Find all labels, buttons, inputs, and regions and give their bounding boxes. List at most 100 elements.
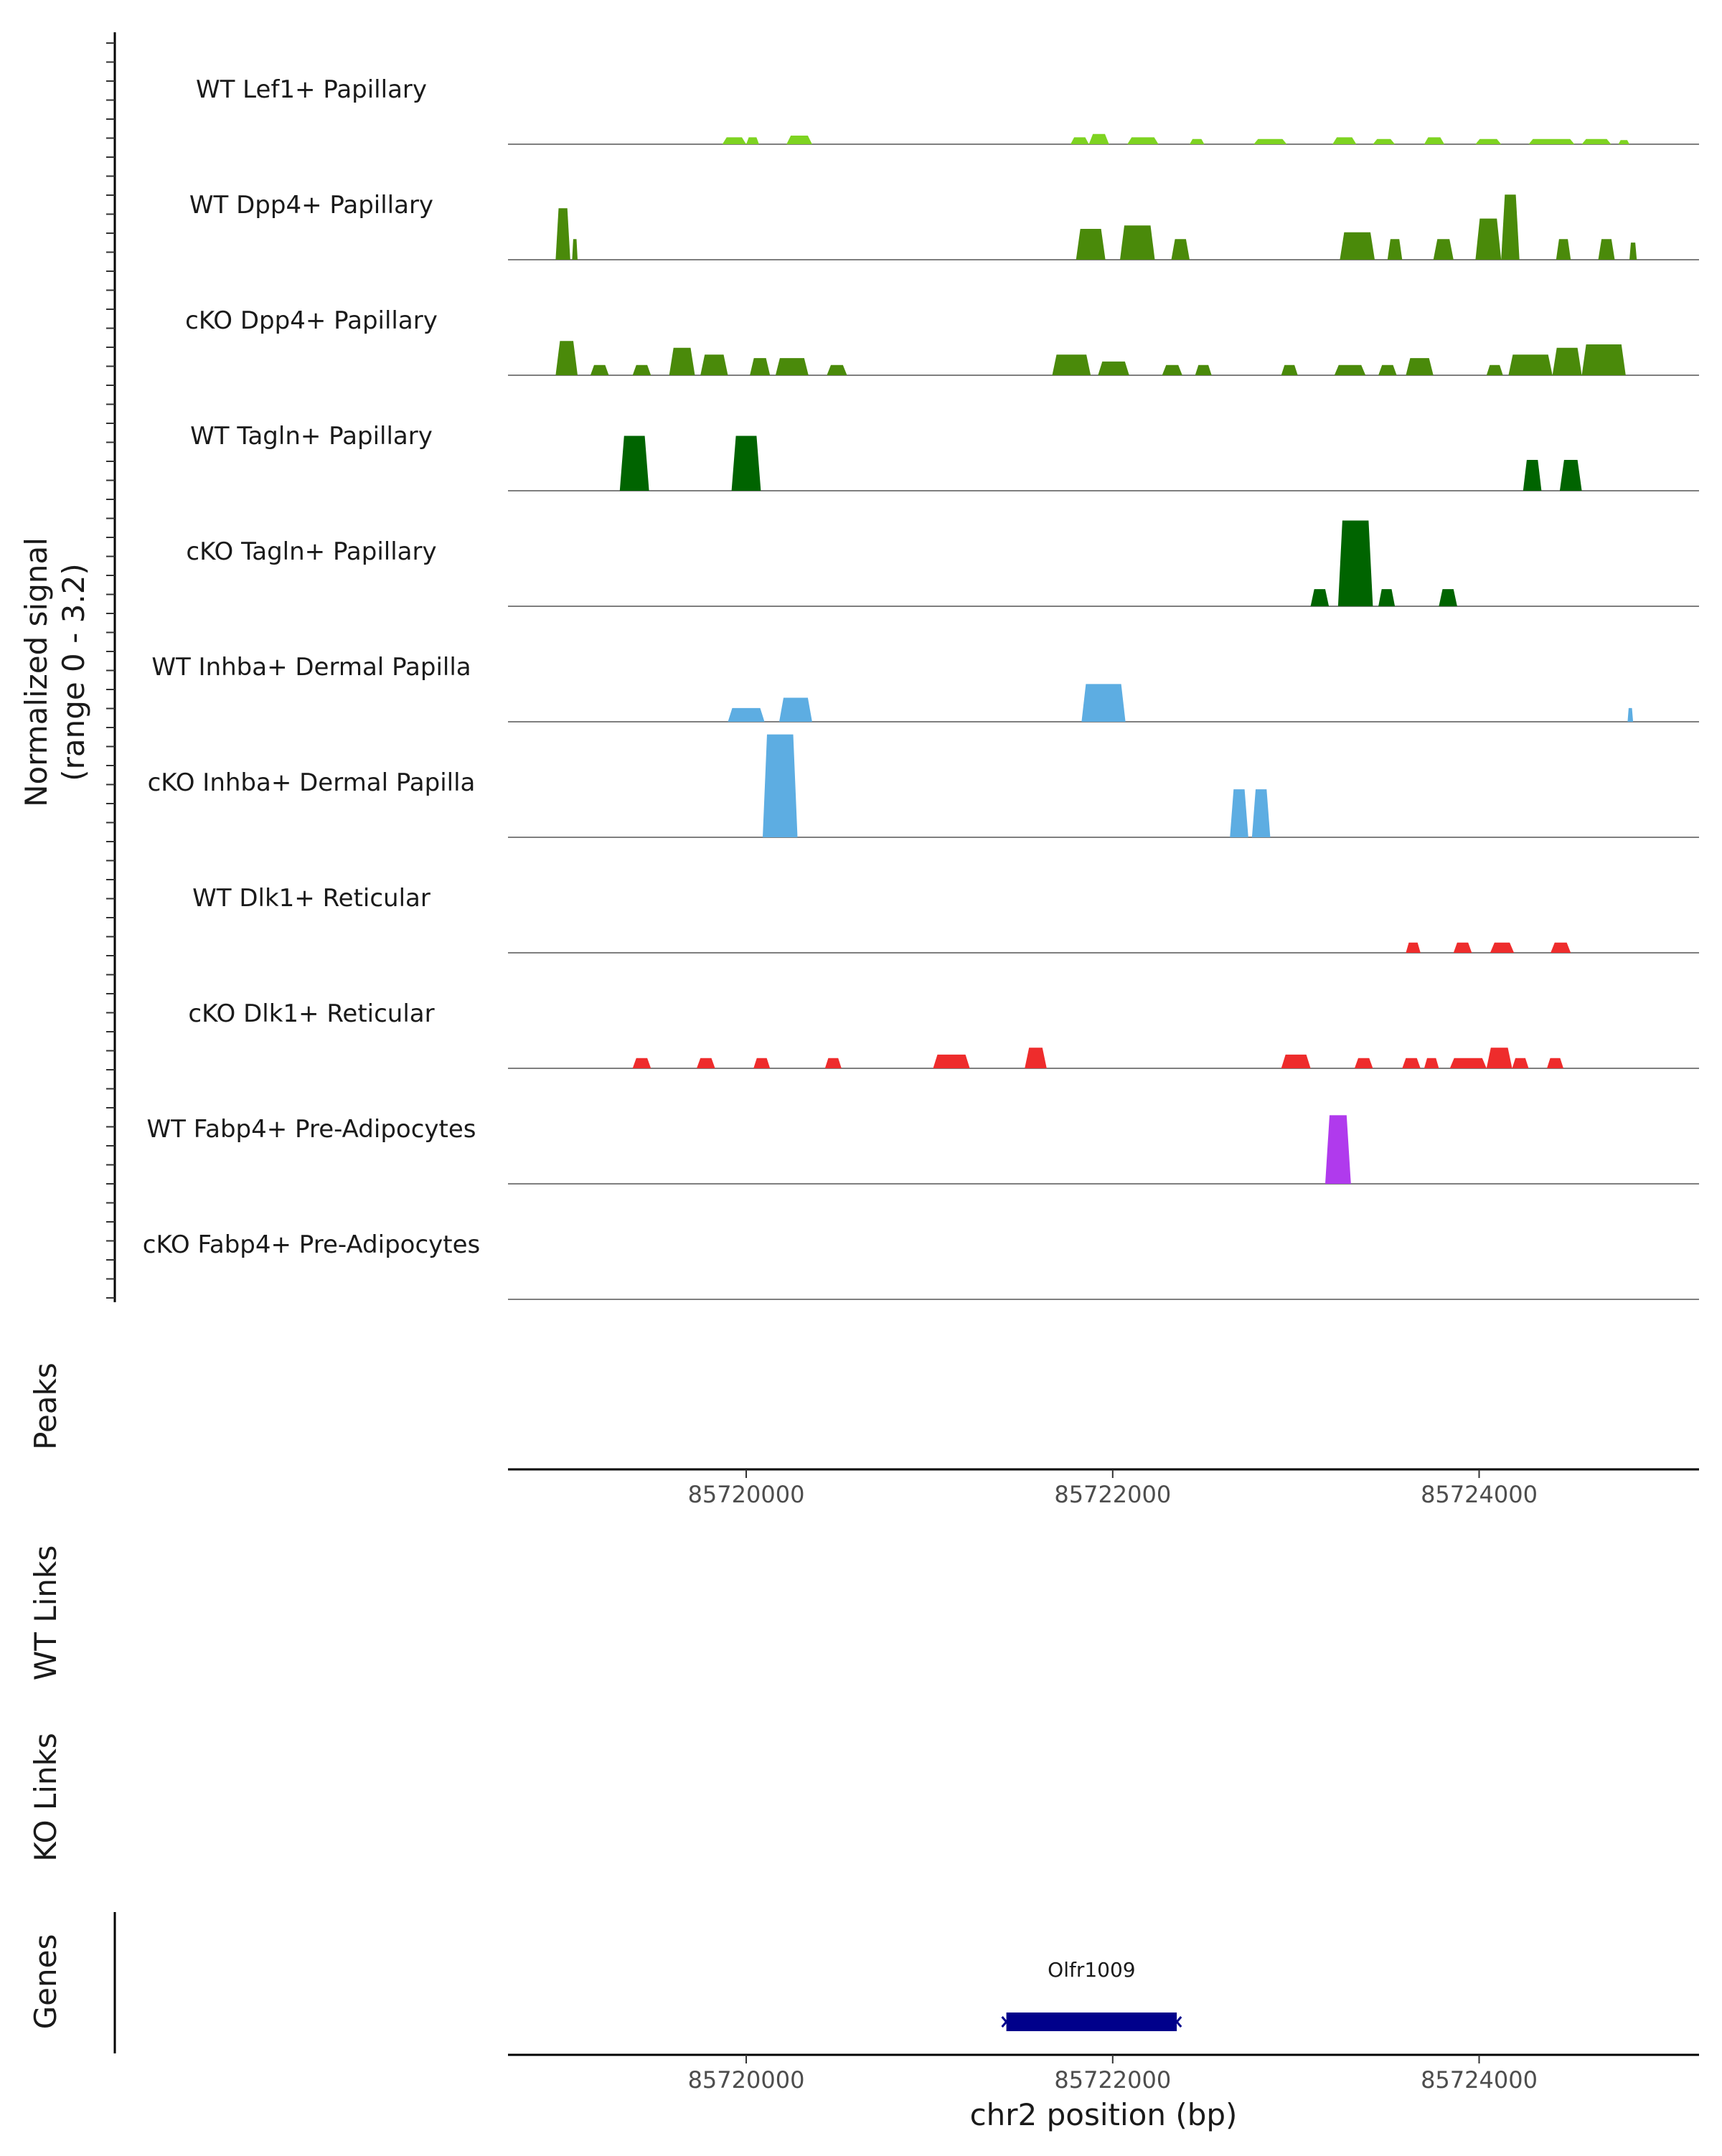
track-label: WT Dpp4+ Papillary bbox=[189, 191, 433, 220]
coverage-peak bbox=[1618, 140, 1629, 144]
coverage-peak bbox=[572, 239, 578, 260]
coverage-peak bbox=[1088, 133, 1109, 144]
track-label: cKO Dpp4+ Papillary bbox=[185, 306, 438, 335]
track-label: WT Dlk1+ Reticular bbox=[192, 884, 430, 913]
coverage-peak bbox=[1406, 942, 1421, 953]
coverage-peak bbox=[1120, 225, 1155, 260]
coverage-peak bbox=[1325, 1115, 1351, 1184]
coverage-peak bbox=[1354, 1058, 1373, 1068]
coverage-peak bbox=[1433, 239, 1454, 260]
coverage-peak bbox=[1512, 1058, 1529, 1068]
gene-strand-marker bbox=[1001, 2016, 1012, 2028]
x-tick-label: 85724000 bbox=[1421, 1481, 1538, 1508]
coverage-tracks: WT Lef1+ Papillary WT Dpp4+ Papillary cKO … bbox=[143, 75, 1699, 1300]
coverage-peak bbox=[763, 734, 798, 837]
track-label: WT Fabp4+ Pre-Adipocytes bbox=[147, 1115, 476, 1144]
track-label: WT Inhba+ Dermal Papilla bbox=[151, 653, 471, 682]
coverage-peak bbox=[1627, 707, 1634, 722]
coverage-track: WT Fabp4+ Pre-Adipocytes bbox=[147, 1115, 1699, 1185]
coverage-peak bbox=[753, 1058, 771, 1068]
x-tick-label: 85720000 bbox=[688, 2066, 805, 2094]
coverage-peak bbox=[728, 707, 765, 722]
y-axis-title: Normalized signal (range 0 - 3.2) bbox=[19, 537, 91, 807]
coverage-peak bbox=[1378, 364, 1397, 375]
coverage-track: cKO Fabp4+ Pre-Adipocytes bbox=[143, 1230, 1699, 1300]
gene-body bbox=[1006, 2013, 1177, 2031]
coverage-peak bbox=[590, 364, 609, 375]
coverage-peak bbox=[824, 1058, 842, 1068]
coverage-peak bbox=[1378, 589, 1396, 606]
coverage-peak bbox=[1581, 138, 1612, 144]
coverage-peak bbox=[1406, 358, 1434, 375]
coverage-peak bbox=[1490, 942, 1515, 953]
coverage-peak bbox=[1076, 229, 1106, 260]
gene-strand-marker bbox=[1172, 2016, 1182, 2028]
coverage-peak bbox=[779, 697, 812, 722]
coverage-peak bbox=[1551, 942, 1571, 953]
wt-links-title: WT Links bbox=[28, 1545, 63, 1680]
coverage-y-axis bbox=[106, 32, 116, 1302]
coverage-peak bbox=[746, 137, 759, 144]
peaks-x-axis: 85720000 85722000 85724000 bbox=[688, 1469, 1538, 1508]
coverage-peak bbox=[632, 1058, 651, 1068]
coverage-peak bbox=[697, 1058, 715, 1068]
coverage-peak bbox=[1556, 239, 1571, 260]
track-label: cKO Dlk1+ Reticular bbox=[188, 999, 434, 1028]
x-axis-title: chr2 position (bp) bbox=[970, 2097, 1238, 2132]
coverage-peak bbox=[1373, 138, 1396, 144]
track-label: WT Lef1+ Papillary bbox=[196, 75, 427, 104]
coverage-peak bbox=[1195, 364, 1212, 375]
coverage-peak bbox=[1334, 364, 1366, 375]
coverage-peak bbox=[1501, 194, 1520, 260]
coverage-peak bbox=[1253, 138, 1287, 144]
coverage-peak bbox=[1552, 347, 1582, 375]
coverage-peak bbox=[1439, 589, 1457, 606]
track-label: cKO Tagln+ Papillary bbox=[186, 537, 436, 566]
coverage-peak bbox=[619, 436, 649, 491]
coverage-peak bbox=[1486, 364, 1503, 375]
coverage-peak bbox=[1523, 460, 1542, 491]
coverage-peak bbox=[1449, 1058, 1487, 1068]
track-label: cKO Inhba+ Dermal Papilla bbox=[148, 768, 476, 797]
y-axis-title-line1: Normalized signal bbox=[19, 537, 54, 807]
track-label: cKO Fabp4+ Pre-Adipocytes bbox=[143, 1230, 481, 1259]
coverage-peak bbox=[1528, 138, 1575, 144]
coverage-track: cKO Tagln+ Papillary bbox=[186, 520, 1699, 607]
coverage-peak bbox=[669, 347, 695, 375]
coverage-peak bbox=[1230, 789, 1248, 837]
coverage-peak bbox=[700, 354, 728, 375]
coverage-peak bbox=[1453, 942, 1472, 953]
coverage-peak bbox=[750, 358, 771, 375]
x-tick-label: 85722000 bbox=[1054, 2066, 1171, 2094]
coverage-peak bbox=[1598, 239, 1615, 260]
coverage-peak bbox=[827, 364, 847, 375]
coverage-peak bbox=[1475, 218, 1502, 260]
coverage-track: cKO Inhba+ Dermal Papilla bbox=[148, 734, 1699, 838]
coverage-peak bbox=[1424, 137, 1444, 144]
coverage-peak bbox=[1071, 137, 1089, 144]
coverage-track: WT Tagln+ Papillary bbox=[190, 422, 1699, 491]
coverage-peak bbox=[1127, 137, 1159, 144]
coverage-track: WT Inhba+ Dermal Papilla bbox=[151, 653, 1699, 722]
x-tick-label: 85724000 bbox=[1421, 2066, 1538, 2094]
ko-links-title: KO Links bbox=[28, 1733, 63, 1862]
coverage-peak bbox=[1486, 1048, 1512, 1068]
coverage-peak bbox=[1629, 243, 1637, 260]
coverage-peak bbox=[1340, 232, 1375, 260]
coverage-peak bbox=[775, 358, 809, 375]
coverage-peak bbox=[1098, 361, 1129, 375]
coverage-peak bbox=[1387, 239, 1403, 260]
coverage-peak bbox=[786, 136, 812, 144]
coverage-peak bbox=[632, 364, 651, 375]
coverage-peak bbox=[1162, 364, 1182, 375]
coverage-peak bbox=[1559, 460, 1582, 491]
coverage-track: WT Dlk1+ Reticular bbox=[192, 884, 1699, 954]
coverage-peak bbox=[1081, 684, 1126, 722]
coverage-peak bbox=[1190, 138, 1205, 144]
coverage-peak bbox=[731, 436, 761, 491]
coverage-peak bbox=[1281, 364, 1298, 375]
gene-label: Olfr1009 bbox=[1048, 1958, 1135, 1982]
coverage-peak bbox=[1475, 138, 1502, 144]
x-tick-label: 85720000 bbox=[688, 1481, 805, 1508]
